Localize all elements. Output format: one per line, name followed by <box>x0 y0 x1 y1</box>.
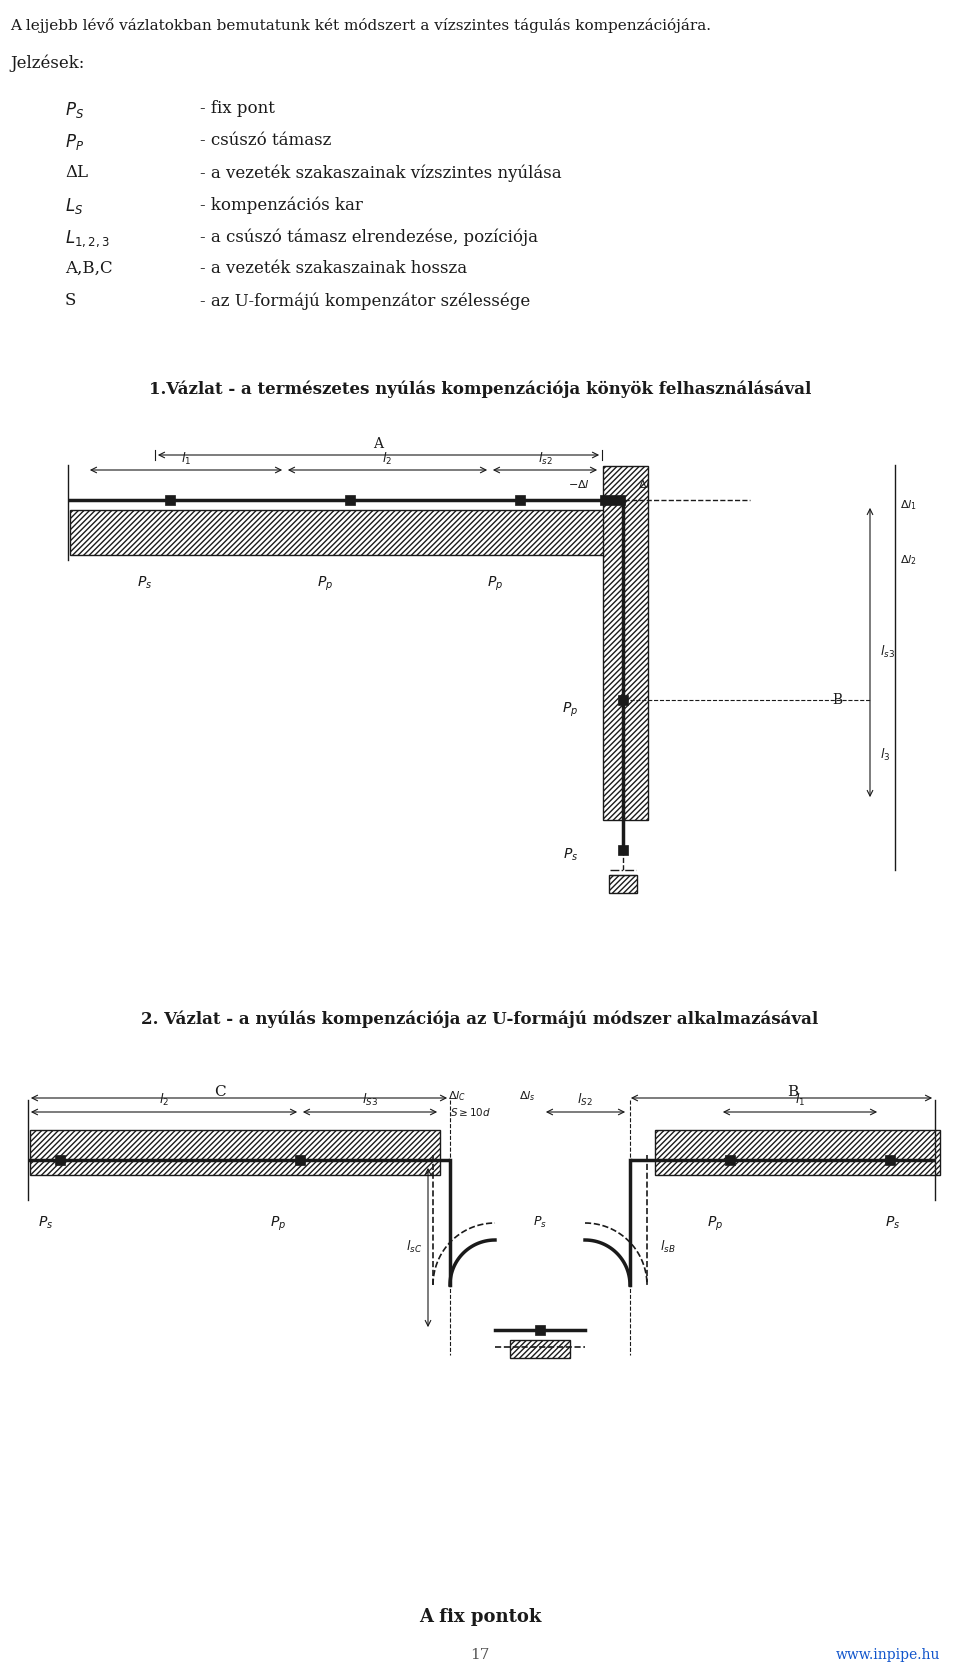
Text: $l_{S3}$: $l_{S3}$ <box>362 1091 378 1108</box>
Text: $l_{s2}$: $l_{s2}$ <box>538 452 552 467</box>
Text: - csúszó támasz: - csúszó támasz <box>200 133 331 149</box>
Text: $\Delta l$: $\Delta l$ <box>638 479 651 490</box>
Text: C: C <box>214 1085 226 1100</box>
Text: $l_1$: $l_1$ <box>180 452 191 467</box>
Text: $P_S$: $P_S$ <box>65 101 84 119</box>
Text: $l_2$: $l_2$ <box>382 452 392 467</box>
Bar <box>535 1325 545 1335</box>
Text: $l_{sB}$: $l_{sB}$ <box>660 1239 676 1254</box>
Text: $P_p$: $P_p$ <box>317 574 333 593</box>
Text: $\Delta l_2$: $\Delta l_2$ <box>900 552 917 568</box>
Text: - a vezeték szakaszainak hossza: - a vezeték szakaszainak hossza <box>200 260 468 277</box>
Text: $P_s$: $P_s$ <box>885 1216 900 1231</box>
Bar <box>510 1340 570 1358</box>
Text: $P_s$: $P_s$ <box>533 1216 547 1231</box>
Text: $l_2$: $l_2$ <box>159 1091 169 1108</box>
Text: A,B,C: A,B,C <box>65 260 112 277</box>
Bar <box>600 495 625 505</box>
Bar <box>345 495 355 505</box>
Text: Jelzések:: Jelzések: <box>10 55 84 72</box>
Text: - az U-formájú kompenzátor szélessége: - az U-formájú kompenzátor szélessége <box>200 292 530 309</box>
Bar <box>515 495 525 505</box>
Text: 1.Vázlat - a természetes nyúlás kompenzációja könyök felhasználásával: 1.Vázlat - a természetes nyúlás kompenzá… <box>149 379 811 398</box>
Text: $P_s$: $P_s$ <box>38 1216 53 1231</box>
Bar <box>165 495 175 505</box>
Text: $l_{S2}$: $l_{S2}$ <box>577 1091 593 1108</box>
Text: A: A <box>373 437 383 452</box>
Text: B: B <box>787 1085 799 1100</box>
Bar <box>30 1130 440 1175</box>
Text: S: S <box>65 292 77 309</box>
Text: $P_p$: $P_p$ <box>562 700 578 719</box>
Bar <box>609 875 637 893</box>
Bar <box>725 1155 735 1165</box>
Bar <box>295 1155 305 1165</box>
Text: $\Delta l_s$: $\Delta l_s$ <box>519 1090 536 1103</box>
Text: $P_s$: $P_s$ <box>563 846 578 863</box>
Text: $P_s$: $P_s$ <box>137 574 153 591</box>
Bar <box>655 1130 940 1175</box>
Bar <box>70 510 620 556</box>
Text: 17: 17 <box>470 1649 490 1662</box>
Text: www.inpipe.hu: www.inpipe.hu <box>835 1649 940 1662</box>
Text: ΔL: ΔL <box>65 165 88 181</box>
Text: B: B <box>832 693 842 707</box>
Text: - a vezeték szakaszainak vízszintes nyúlása: - a vezeték szakaszainak vízszintes nyúl… <box>200 165 562 181</box>
Text: $l_1$: $l_1$ <box>795 1091 805 1108</box>
Text: $P_p$: $P_p$ <box>487 574 503 593</box>
Bar <box>55 1155 65 1165</box>
Text: $P_P$: $P_P$ <box>65 133 84 153</box>
Text: $l_{s3}$: $l_{s3}$ <box>880 645 895 660</box>
Text: A lejjebb lévő vázlatokban bemutatunk két módszert a vízszintes tágulás kompenzá: A lejjebb lévő vázlatokban bemutatunk ké… <box>10 18 711 34</box>
Bar <box>603 467 648 819</box>
Text: $\Delta l_C$: $\Delta l_C$ <box>448 1090 467 1103</box>
Text: $P_p$: $P_p$ <box>707 1216 723 1234</box>
Text: $P_p$: $P_p$ <box>270 1216 286 1234</box>
Bar <box>618 695 628 705</box>
Text: - a csúszó támasz elrendezése, pozíciója: - a csúszó támasz elrendezése, pozíciója <box>200 228 538 245</box>
Text: 2. Vázlat - a nyúlás kompenzációja az U-formájú módszer alkalmazásával: 2. Vázlat - a nyúlás kompenzációja az U-… <box>141 1011 819 1028</box>
Text: $l_3$: $l_3$ <box>880 747 890 762</box>
Text: - kompenzációs kar: - kompenzációs kar <box>200 196 363 213</box>
Text: $L_S$: $L_S$ <box>65 196 84 217</box>
Text: $\Delta l_1$: $\Delta l_1$ <box>900 499 917 512</box>
Text: $l_{sC}$: $l_{sC}$ <box>406 1239 422 1254</box>
Text: $S{\geq}10d$: $S{\geq}10d$ <box>450 1106 492 1118</box>
Text: A fix pontok: A fix pontok <box>419 1608 541 1625</box>
Text: $L_{1,2,3}$: $L_{1,2,3}$ <box>65 228 109 248</box>
Text: $-\Delta l$: $-\Delta l$ <box>568 479 590 490</box>
Text: - fix pont: - fix pont <box>200 101 275 118</box>
Bar <box>885 1155 895 1165</box>
Bar <box>618 845 628 855</box>
